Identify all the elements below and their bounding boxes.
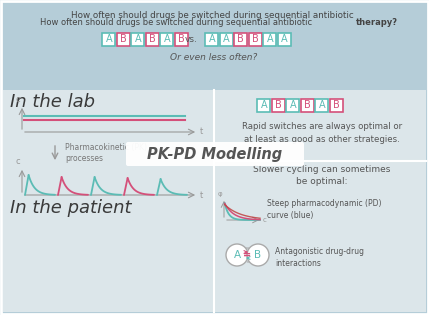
Text: c: c — [263, 217, 267, 223]
Text: therapy?: therapy? — [356, 18, 398, 27]
Text: PK-PD Modelling: PK-PD Modelling — [148, 146, 283, 162]
FancyBboxPatch shape — [175, 32, 188, 45]
FancyBboxPatch shape — [257, 99, 270, 112]
Text: B: B — [333, 100, 340, 110]
Text: A: A — [260, 100, 267, 110]
FancyBboxPatch shape — [249, 32, 262, 45]
Text: =: = — [243, 250, 251, 260]
FancyBboxPatch shape — [220, 32, 233, 45]
Text: vs.: vs. — [184, 35, 197, 43]
Text: B: B — [237, 34, 244, 44]
Text: Slower cycling can sometimes
be optimal:: Slower cycling can sometimes be optimal: — [253, 165, 391, 186]
Text: A: A — [208, 34, 215, 44]
Text: A: A — [223, 34, 230, 44]
Text: A: A — [290, 100, 296, 110]
Text: B: B — [275, 100, 281, 110]
Text: A: A — [163, 34, 170, 44]
Circle shape — [226, 244, 248, 266]
FancyBboxPatch shape — [126, 142, 304, 166]
Text: How often should drugs be switched during sequential antibiotic: How often should drugs be switched durin… — [40, 18, 312, 27]
FancyBboxPatch shape — [234, 32, 247, 45]
FancyBboxPatch shape — [117, 32, 130, 45]
Text: B: B — [149, 34, 156, 44]
Text: A: A — [281, 34, 287, 44]
Circle shape — [247, 244, 269, 266]
Text: t: t — [200, 191, 203, 199]
Text: Antagonistic drug-drug
interactions: Antagonistic drug-drug interactions — [275, 247, 364, 268]
Text: A: A — [233, 250, 241, 260]
Text: In the lab: In the lab — [10, 93, 95, 111]
Bar — [3, 90, 426, 312]
Text: c: c — [15, 157, 20, 166]
Text: A: A — [266, 34, 273, 44]
Text: Steep pharmacodynamic (PD)
curve (blue): Steep pharmacodynamic (PD) curve (blue) — [267, 199, 381, 220]
FancyBboxPatch shape — [315, 99, 328, 112]
Text: A: A — [134, 34, 141, 44]
Text: c: c — [15, 95, 20, 104]
Text: Rapid switches are always optimal or
at least as good as other strategies.: Rapid switches are always optimal or at … — [242, 122, 402, 144]
Text: B: B — [120, 34, 127, 44]
Text: B: B — [252, 34, 259, 44]
Text: Pharmacokinetic (PK)
processes: Pharmacokinetic (PK) processes — [65, 143, 147, 163]
FancyBboxPatch shape — [131, 32, 144, 45]
FancyBboxPatch shape — [330, 99, 343, 112]
FancyBboxPatch shape — [278, 32, 291, 45]
Text: B: B — [304, 100, 311, 110]
Text: In the patient: In the patient — [10, 199, 132, 217]
Text: B: B — [178, 34, 184, 44]
Text: B: B — [254, 250, 262, 260]
FancyBboxPatch shape — [205, 32, 218, 45]
FancyBboxPatch shape — [160, 32, 173, 45]
FancyBboxPatch shape — [263, 32, 276, 45]
Text: φ: φ — [218, 191, 222, 197]
FancyBboxPatch shape — [102, 32, 115, 45]
FancyBboxPatch shape — [146, 32, 159, 45]
Text: A: A — [318, 100, 325, 110]
Bar — [215, 163, 426, 312]
Text: t: t — [200, 128, 203, 136]
Text: A: A — [106, 34, 112, 44]
FancyBboxPatch shape — [272, 99, 285, 112]
Bar — [215, 90, 426, 161]
Text: Or even less often?: Or even less often? — [170, 53, 258, 61]
Text: How often should drugs be switched during sequential antibiotic therapy?: How often should drugs be switched durin… — [52, 11, 376, 20]
FancyBboxPatch shape — [301, 99, 314, 112]
FancyBboxPatch shape — [286, 99, 299, 112]
Text: How often should drugs be switched during sequential antibiotic: How often should drugs be switched durin… — [71, 11, 357, 20]
